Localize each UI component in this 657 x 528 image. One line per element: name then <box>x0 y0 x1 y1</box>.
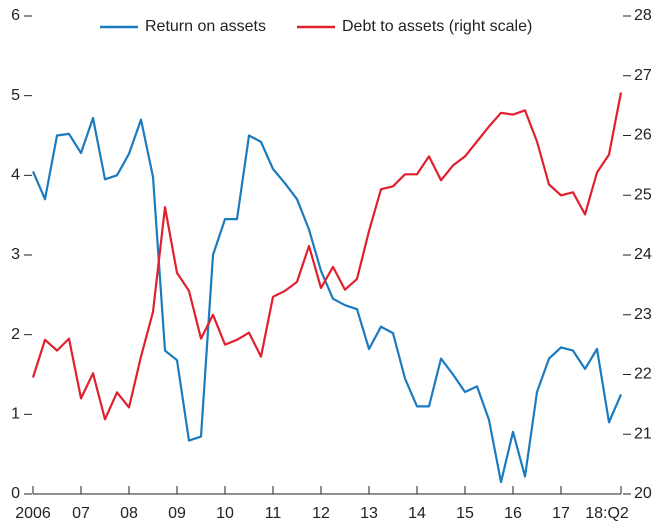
y2-tick-label: 20 <box>634 485 652 502</box>
x-tick-label: 12 <box>312 505 330 522</box>
y-tick-label: 6 <box>11 7 20 24</box>
x-tick-label: 07 <box>72 505 90 522</box>
x-tick-label: 17 <box>552 505 570 522</box>
y-tick-label: 4 <box>11 167 20 184</box>
x-tick-label: 18:Q2 <box>585 505 629 522</box>
y2-tick-label: 24 <box>634 246 652 263</box>
y-tick-label: 1 <box>11 406 20 423</box>
series-line <box>31 92 623 421</box>
legend-label: Return on assets <box>145 18 266 35</box>
y2-tick-label: 21 <box>634 425 652 442</box>
y2-tick-label: 22 <box>634 366 652 383</box>
y2-tick-label: 26 <box>634 127 652 144</box>
legend-label: Debt to assets (right scale) <box>342 18 532 35</box>
x-tick-label: 11 <box>265 505 282 522</box>
x-tick-label: 15 <box>456 505 474 522</box>
x-tick-label: 16 <box>504 505 522 522</box>
y2-tick-label: 23 <box>634 306 652 323</box>
x-tick-label: 13 <box>360 505 378 522</box>
x-tick-label: 08 <box>120 505 138 522</box>
x-tick-label: 14 <box>408 505 426 522</box>
x-tick-label: 09 <box>168 505 186 522</box>
x-tick-label: 10 <box>216 505 234 522</box>
x-tick-label: 2006 <box>15 505 51 522</box>
y2-tick-label: 27 <box>634 67 652 84</box>
y2-tick-label: 28 <box>634 7 652 24</box>
y-tick-label: 0 <box>11 485 20 502</box>
y-tick-label: 3 <box>11 246 20 263</box>
y-tick-label: 2 <box>11 326 20 343</box>
series-line <box>31 116 623 484</box>
y-tick-label: 5 <box>11 87 20 104</box>
y2-tick-label: 25 <box>634 186 652 203</box>
